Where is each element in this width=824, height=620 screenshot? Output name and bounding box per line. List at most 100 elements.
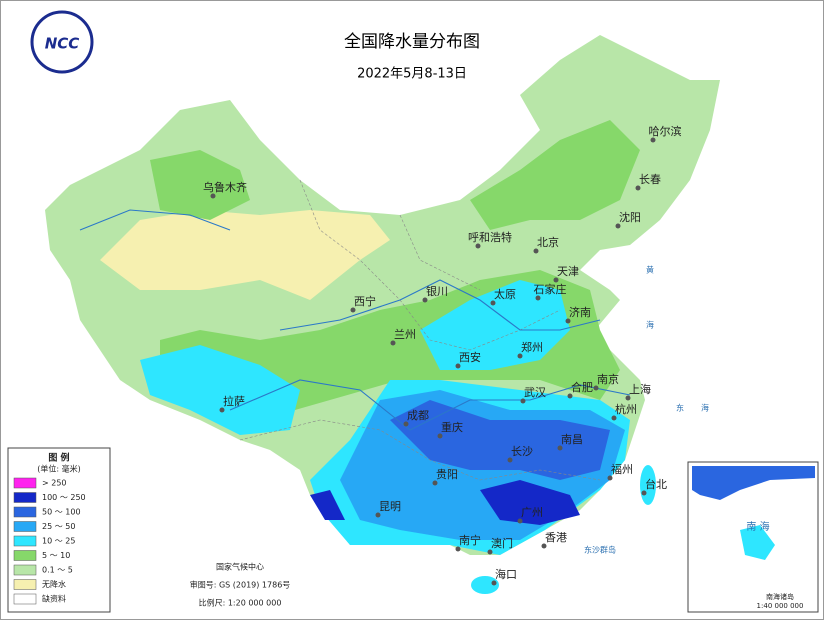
city-marker — [520, 398, 526, 404]
city-label: 西安 — [459, 350, 481, 364]
city-label: 武汉 — [524, 386, 546, 399]
city-label: 台北 — [645, 477, 667, 491]
city-label: 昆明 — [379, 500, 401, 513]
city-marker — [210, 193, 216, 199]
city-label: 银川 — [426, 284, 448, 298]
legend-swatch — [13, 506, 37, 518]
river — [279, 279, 601, 331]
city-label: 哈尔滨 — [649, 124, 682, 138]
city-label: 香港 — [545, 531, 567, 544]
city-label: 澳门 — [491, 536, 513, 550]
city-label: 成都 — [407, 409, 429, 422]
logo-ring — [30, 10, 94, 74]
region — [140, 345, 300, 435]
city-label: 拉萨 — [223, 394, 245, 408]
legend: 图 例 (单位: 毫米) > 250 100 ～ 250 50 ～ 100 25 ～ … — [7, 447, 111, 613]
legend-swatch — [13, 535, 37, 547]
legend-swatch — [13, 579, 37, 590]
precip-map — [45, 35, 720, 594]
city-marker — [650, 137, 656, 143]
region — [420, 280, 570, 370]
legend-swatch — [13, 521, 37, 532]
city-marker — [541, 543, 547, 549]
city-label: 重庆 — [441, 420, 463, 434]
region — [310, 490, 345, 520]
city-marker — [615, 223, 621, 229]
legend-swatch — [13, 477, 37, 489]
city-label: 合肥 — [571, 380, 593, 394]
legend-label: 缺资料 — [42, 594, 66, 604]
city-marker — [490, 300, 496, 306]
river — [79, 209, 231, 231]
city-marker — [491, 580, 497, 586]
city-label: 长沙 — [511, 445, 533, 458]
city-marker — [375, 512, 381, 518]
region — [150, 150, 250, 220]
city-marker — [432, 480, 438, 486]
sea-label: 海 — [701, 403, 709, 413]
city-label: 北京 — [537, 235, 559, 249]
city-label: 乌鲁木齐 — [203, 180, 247, 194]
inset-sea: 南 海 — [746, 520, 769, 533]
city-label: 贵阳 — [436, 468, 458, 481]
city-marker — [350, 307, 356, 313]
city-label: 呼和浩特 — [468, 230, 512, 244]
legend-title: 图 例 — [48, 452, 69, 464]
region — [470, 120, 640, 230]
legend-label: 100 ～ 250 — [42, 493, 86, 502]
logo-text: NCC — [45, 35, 80, 53]
city-label: 兰州 — [394, 328, 416, 341]
city-marker — [437, 433, 443, 439]
inset-scale: 1:40 000 000 — [757, 602, 804, 610]
legend-unit: (单位: 毫米) — [37, 464, 80, 474]
city-label: 广州 — [521, 506, 543, 519]
city-label: 长春 — [639, 173, 661, 186]
river — [229, 379, 631, 431]
city-marker — [553, 277, 559, 283]
city-label: 上海 — [629, 382, 651, 396]
city-marker — [557, 445, 563, 451]
province-border — [239, 179, 601, 481]
city-marker — [455, 363, 461, 369]
legend-swatch — [13, 593, 37, 605]
city-label: 济南 — [569, 305, 591, 319]
city-marker — [607, 475, 613, 481]
city-marker — [533, 248, 539, 254]
hainan — [471, 576, 499, 594]
city-label: 沈阳 — [619, 210, 641, 224]
city-marker — [390, 340, 396, 346]
sea-label: 东沙群岛 — [584, 545, 616, 555]
region — [100, 210, 390, 300]
city-marker — [475, 243, 481, 249]
inset: 南 海 南海诸岛 1:40 000 000 — [687, 461, 819, 613]
legend-label: > 250 — [42, 479, 67, 488]
city-marker — [487, 549, 493, 555]
approval: 审图号: GS (2019) 1786号 — [190, 580, 291, 590]
city-marker — [517, 353, 523, 359]
agency: 国家气候中心 — [216, 562, 264, 572]
legend-label: 50 ～ 100 — [42, 508, 81, 517]
city-label: 太原 — [494, 288, 516, 301]
city-label: 海口 — [495, 567, 517, 581]
sea-label: 黄 — [646, 265, 654, 275]
legend-swatch — [13, 492, 37, 503]
legend-label: 5 ～ 10 — [42, 551, 70, 560]
city-marker — [517, 518, 523, 524]
city-marker — [635, 185, 641, 191]
city-marker — [611, 415, 617, 421]
region — [740, 525, 775, 560]
scale: 比例尺: 1:20 000 000 — [199, 598, 282, 608]
city-marker — [403, 421, 409, 427]
city-label: 福州 — [611, 462, 633, 476]
city-label: 南宁 — [459, 533, 481, 547]
region — [390, 400, 610, 480]
sea-label: 东 — [676, 403, 684, 413]
city-label: 天津 — [557, 265, 579, 278]
legend-swatch — [13, 564, 37, 576]
region — [692, 466, 815, 500]
sea-label: 海 — [646, 320, 654, 330]
title: 全国降水量分布图 — [344, 32, 480, 52]
